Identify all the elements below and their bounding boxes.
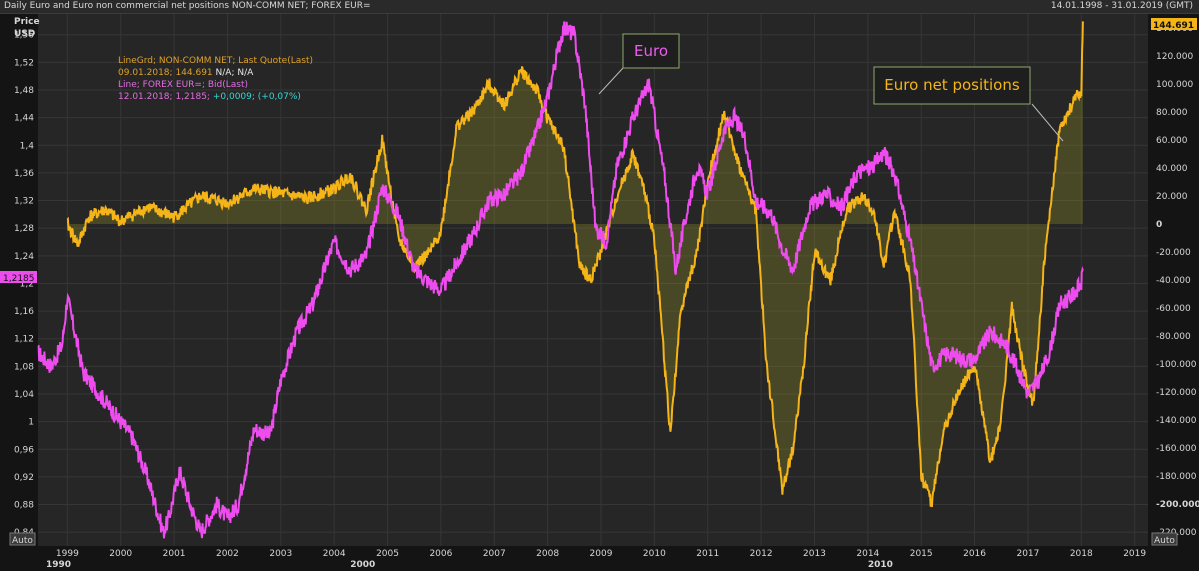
- left-tick-label: 1,36: [14, 169, 34, 179]
- x-tick-label: 2002: [216, 549, 239, 559]
- left-tick-label: 0,88: [14, 501, 34, 511]
- x-decade-label: 1990: [46, 560, 71, 570]
- net-callout-label: Euro net positions: [884, 76, 1020, 94]
- x-tick-label: 2016: [963, 549, 986, 559]
- left-tick-label: 1,52: [14, 58, 34, 68]
- x-tick-label: 2006: [429, 549, 452, 559]
- x-tick-label: 2011: [696, 549, 719, 559]
- net-last-value: 144.691: [1153, 21, 1194, 31]
- x-tick-label: 2008: [536, 549, 559, 559]
- euro-last-value-tag: [0, 271, 37, 283]
- x-axis: 1999 2000 2001 2002 2003 2004 2005 2006 2007 2008…: [46, 549, 1146, 570]
- right-tick-label: 0: [1156, 220, 1162, 230]
- legend-series2-value: 1,2185;: [175, 92, 210, 102]
- right-tick-label: -160.000: [1156, 444, 1197, 454]
- x-decade-label: 2000: [350, 560, 375, 570]
- legend-series2-date: 12.01.2018;: [118, 92, 173, 102]
- left-tick-label: 1,4: [20, 141, 35, 151]
- chart-header: Daily Euro and Euro non commercial net p…: [0, 0, 1199, 14]
- left-tick-label: 1: [28, 418, 34, 428]
- euro-callout-leader: [598, 67, 624, 95]
- left-tick-label: 1,08: [14, 362, 34, 372]
- legend-series1-name: LineGrd; NON-COMM NET; Last Quote(Last): [118, 56, 313, 66]
- left-auto-button[interactable]: [9, 532, 36, 546]
- date-range[interactable]: 14.01.1998 - 31.01.2019 (GMT): [1050, 1, 1193, 11]
- right-tick-label: 100.000: [1156, 80, 1193, 90]
- right-tick-label: -60.000: [1156, 304, 1191, 314]
- x-tick-label: 2013: [803, 549, 826, 559]
- right-auto-button[interactable]: [1151, 532, 1178, 546]
- legend-series1-date: 09.01.2018;: [118, 68, 173, 78]
- right-tick-label: 20.000: [1156, 192, 1188, 202]
- euro-line: [37, 21, 1084, 539]
- right-tick-label: -200.000: [1156, 500, 1199, 510]
- left-tick-label: 0,96: [14, 445, 34, 455]
- net-positions-line: [66, 21, 1084, 508]
- x-tick-label: 2017: [1016, 549, 1039, 559]
- legend-series2-change: +0,0009; (+0,07%): [213, 92, 301, 102]
- x-tick-label: 2003: [269, 549, 292, 559]
- x-tick-label: 2010: [643, 549, 666, 559]
- legend-series1-value: 144.691: [175, 68, 212, 78]
- x-tick-label: 1999: [56, 549, 79, 559]
- left-tick-label: 1,2: [20, 279, 34, 289]
- euro-callout-box: [622, 33, 680, 69]
- x-tick-label: 2015: [910, 549, 933, 559]
- net-callout-leader: [1031, 103, 1064, 142]
- right-tick-label: -40.000: [1156, 276, 1191, 286]
- left-tick-label: 1,56: [14, 31, 34, 41]
- right-axis: 140.000120.000100.00080.00060.00040.0002…: [1156, 24, 1199, 538]
- left-tick-label: 1,24: [14, 252, 34, 262]
- net-callout-box: [873, 66, 1031, 105]
- grid: [38, 14, 1148, 546]
- left-auto-label: Auto: [12, 536, 33, 546]
- x-tick-label: 2007: [483, 549, 506, 559]
- chart-title: Daily Euro and Euro non commercial net p…: [4, 1, 371, 11]
- left-tick-label: 0,92: [14, 473, 34, 483]
- x-tick-label: 2018: [1070, 549, 1093, 559]
- left-tick-label: 1,32: [14, 197, 34, 207]
- left-tick-label: 1,48: [14, 86, 34, 96]
- x-tick-label: 2019: [1123, 549, 1146, 559]
- left-axis: 1,56 1,52 1,48 1,44 1,4 1,36 1,32 1,28 1,24 1,2 1,…: [14, 31, 34, 538]
- legend-series2-name: Line; FOREX EUR=; Bid(Last): [118, 80, 248, 90]
- legend-series1-change: N/A; N/A: [216, 68, 255, 78]
- x-tick-label: 2005: [376, 549, 399, 559]
- euro-callout-label: Euro: [634, 42, 668, 60]
- left-tick-label: 1,04: [14, 390, 34, 400]
- x-tick-label: 2004: [323, 549, 346, 559]
- x-tick-label: 2001: [163, 549, 186, 559]
- right-tick-label: -120.000: [1156, 388, 1197, 398]
- left-axis-label-price: Price: [14, 17, 40, 27]
- right-tick-label: -100.000: [1156, 360, 1197, 370]
- right-tick-label: -80.000: [1156, 332, 1191, 342]
- legend-series2-values: 12.01.2018; 1,2185; +0,0009; (+0,07%): [118, 92, 301, 102]
- right-tick-label: 80.000: [1156, 108, 1188, 118]
- left-axis-label-usd: USD: [14, 29, 35, 39]
- x-tick-label: 2014: [856, 549, 879, 559]
- right-tick-label: 60.000: [1156, 136, 1188, 146]
- net-last-value-tag: [1151, 18, 1197, 30]
- right-tick-label: -20.000: [1156, 248, 1191, 258]
- x-decade-label: 2010: [868, 560, 893, 570]
- x-tick-label: 2000: [109, 549, 132, 559]
- legend-series1-values: 09.01.2018; 144.691 N/A; N/A: [118, 68, 254, 78]
- right-tick-label: 40.000: [1156, 164, 1188, 174]
- x-tick-label: 2009: [590, 549, 613, 559]
- left-tick-label: 1,12: [14, 335, 34, 345]
- left-tick-label: 1,28: [14, 224, 34, 234]
- right-auto-label: Auto: [1154, 536, 1175, 546]
- left-tick-label: 1,44: [14, 114, 34, 124]
- x-tick-label: 2012: [750, 549, 773, 559]
- right-tick-label: -180.000: [1156, 472, 1197, 482]
- right-tick-label: -140.000: [1156, 416, 1197, 426]
- left-tick-label: 1,16: [14, 307, 34, 317]
- euro-last-value: 1,2185: [3, 274, 35, 284]
- right-tick-label: 120.000: [1156, 52, 1193, 62]
